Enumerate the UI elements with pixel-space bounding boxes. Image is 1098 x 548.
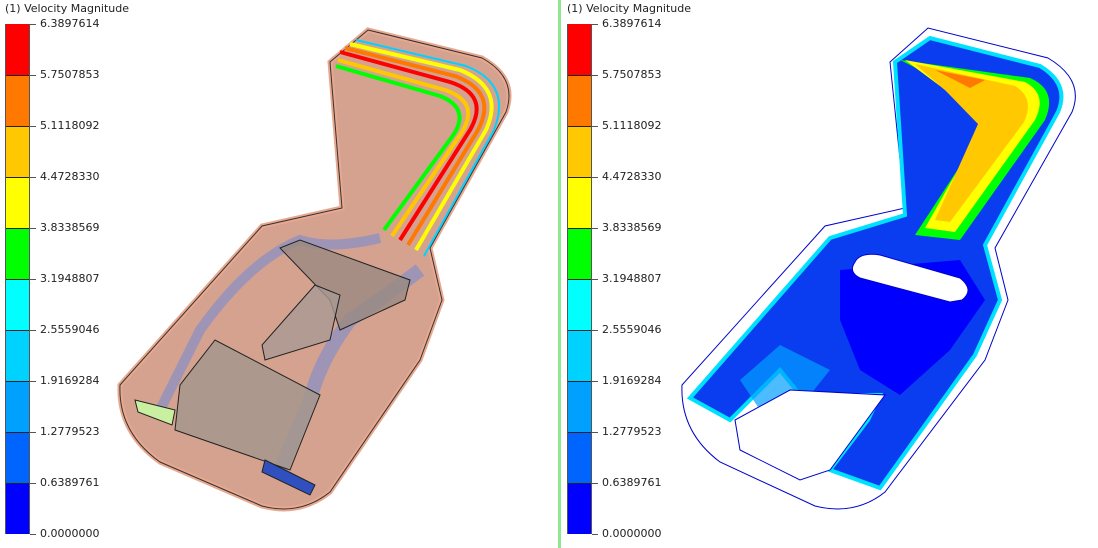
legend-label: 3.8338569 [602, 221, 662, 234]
legend-band [568, 279, 591, 330]
legend-tick [592, 279, 598, 280]
legend-tick [30, 432, 36, 433]
legend-band [568, 177, 591, 228]
legend-band [6, 381, 29, 432]
contour-view[interactable] [562, 0, 1098, 548]
legend-title: (1) Velocity Magnitude [5, 2, 130, 15]
legend-label: 0.6389761 [602, 476, 662, 489]
legend-tick [592, 432, 598, 433]
legend-tick [592, 126, 598, 127]
legend-tick [30, 228, 36, 229]
legend-tick [592, 24, 598, 25]
legend-label: 5.1118092 [602, 119, 662, 132]
legend-band [568, 228, 591, 279]
legend-band [568, 24, 591, 75]
legend-tick [592, 381, 598, 382]
legend-label: 1.2779523 [40, 425, 100, 438]
legend-band [6, 330, 29, 381]
legend-label: 5.1118092 [40, 119, 100, 132]
legend-tick [30, 483, 36, 484]
legend-tick [592, 483, 598, 484]
outline [681, 27, 1076, 510]
streamline-view[interactable] [0, 0, 558, 548]
legend-tick [592, 228, 598, 229]
legend-band [6, 279, 29, 330]
legend-tick [30, 24, 36, 25]
legend-label: 6.3897614 [602, 17, 662, 30]
body-edge [119, 29, 510, 510]
legend-tick [30, 534, 36, 535]
legend-label: 3.1948807 [602, 272, 662, 285]
legend-tick [30, 330, 36, 331]
legend-band [6, 126, 29, 177]
internal-baffle [134, 239, 411, 496]
left-viewport[interactable]: (1) Velocity Magnitude 6.3897614 5.750785… [0, 0, 558, 548]
legend-label: 1.2779523 [602, 425, 662, 438]
legend-label: 2.5559046 [602, 323, 662, 336]
legend-label: 3.1948807 [40, 272, 100, 285]
legend-band [6, 483, 29, 534]
right-viewport[interactable]: (1) Velocity Magnitude 6.3897614 5.750785… [562, 0, 1098, 548]
legend-band [6, 228, 29, 279]
legend-band [568, 483, 591, 534]
legend-band [6, 75, 29, 126]
legend-band [568, 432, 591, 483]
color-legend [567, 24, 592, 534]
legend-label: 6.3897614 [40, 17, 100, 30]
baffle-slot [851, 253, 969, 303]
legend-label: 1.9169284 [40, 374, 100, 387]
legend-tick [30, 279, 36, 280]
legend-band [568, 381, 591, 432]
legend-tick [592, 75, 598, 76]
legend-label: 1.9169284 [602, 374, 662, 387]
legend-band [568, 75, 591, 126]
legend-band [568, 330, 591, 381]
legend-tick [592, 534, 598, 535]
color-legend [5, 24, 30, 534]
legend-label: 0.6389761 [40, 476, 100, 489]
legend-tick [30, 126, 36, 127]
legend-tick [30, 75, 36, 76]
legend-band [568, 126, 591, 177]
legend-band [6, 432, 29, 483]
legend-band [6, 24, 29, 75]
legend-label: 4.4728330 [602, 170, 662, 183]
legend-label: 0.0000000 [40, 527, 100, 540]
legend-tick [30, 177, 36, 178]
legend-tick [30, 381, 36, 382]
viewport-divider[interactable] [558, 0, 561, 548]
baffle-cutout [734, 389, 886, 481]
legend-label: 4.4728330 [40, 170, 100, 183]
legend-label: 2.5559046 [40, 323, 100, 336]
legend-label: 5.7507853 [602, 68, 662, 81]
legend-band [6, 177, 29, 228]
legend-title: (1) Velocity Magnitude [567, 2, 692, 15]
legend-tick [592, 330, 598, 331]
legend-label: 3.8338569 [40, 221, 100, 234]
legend-tick [592, 177, 598, 178]
legend-label: 0.0000000 [602, 527, 662, 540]
legend-label: 5.7507853 [40, 68, 100, 81]
